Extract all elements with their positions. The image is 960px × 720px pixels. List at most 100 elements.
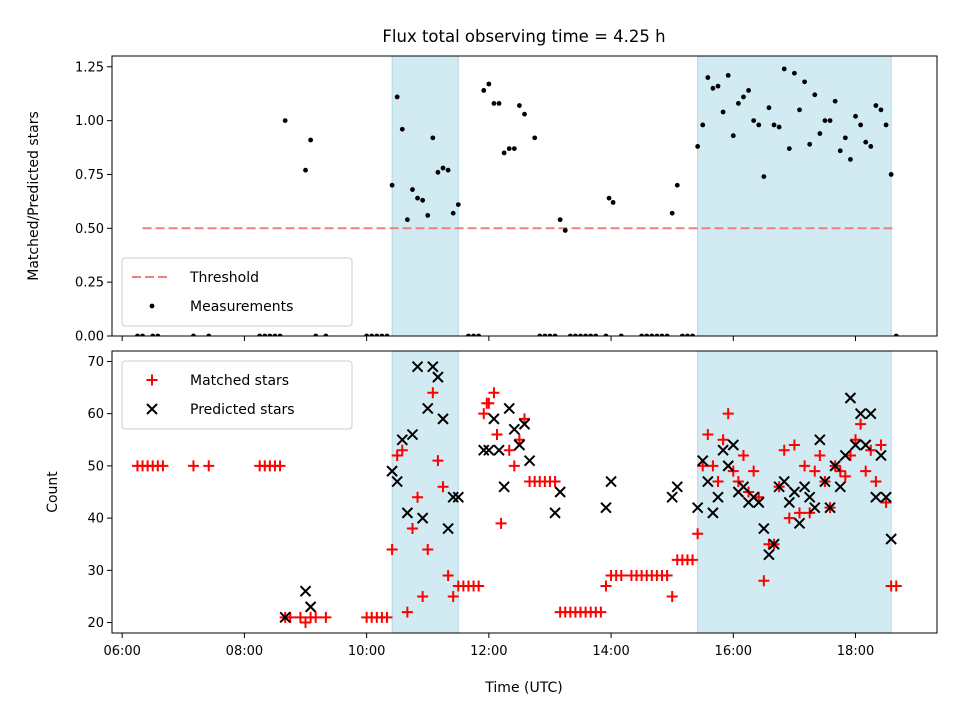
predicted-star-point (854, 407, 867, 420)
matched-star-point (804, 507, 816, 519)
predicted-star-point (513, 439, 526, 451)
measurement-point (282, 118, 288, 124)
measurement-point (797, 107, 802, 113)
measurement-point (893, 333, 899, 336)
predicted-star-point (549, 507, 561, 519)
measurement-point (542, 333, 548, 336)
matched-star-point (488, 387, 500, 399)
legend-label: Threshold (189, 270, 259, 286)
observing-window-1 (391, 350, 459, 634)
measurement-point (399, 126, 405, 132)
measurement-point (883, 122, 889, 128)
x-tick-label: 08:00 (226, 644, 263, 659)
legend-box (121, 360, 353, 430)
matched-star-point (666, 590, 678, 602)
matched-star-point (483, 397, 495, 409)
predicted-star-point (717, 444, 729, 456)
matched-star-point (753, 491, 765, 503)
measurement-point (761, 174, 767, 180)
measurement-point (807, 141, 813, 147)
measurement-point (690, 333, 695, 336)
matched-star-point (478, 408, 490, 420)
matched-star-point (712, 476, 724, 488)
x-tick-label: 14:00 (592, 644, 629, 659)
matched-star-point (600, 580, 612, 592)
measurement-point (440, 165, 446, 171)
matched-star-point (406, 523, 418, 535)
predicted-star-point (396, 434, 408, 446)
measurement-point (669, 210, 675, 216)
matched-star-point (860, 465, 872, 477)
matched-star-point (687, 554, 699, 566)
predicted-star-point (427, 360, 439, 373)
y-tick-label: 40 (87, 512, 104, 527)
matched-star-point (834, 465, 846, 477)
predicted-star-point (814, 434, 826, 446)
predicted-star-point (600, 501, 612, 514)
predicted-star-point (819, 475, 831, 488)
x-tick-label: 06:00 (103, 644, 140, 659)
measurement-point (776, 124, 782, 130)
measurement-point (858, 122, 864, 128)
matched-star-point (519, 413, 530, 425)
y-tick-label: 0.00 (75, 330, 104, 345)
predicted-star-point (798, 481, 811, 493)
measurement-point (471, 333, 476, 336)
y-tick-label: 60 (87, 407, 104, 422)
measurement-point (853, 113, 858, 119)
measurement-point (410, 187, 415, 192)
matched-star-point (310, 611, 322, 623)
matched-star-point (508, 460, 520, 472)
measurement-point (659, 333, 665, 336)
measurement-point (155, 333, 161, 336)
predicted-star-point (803, 491, 816, 503)
y-tick-label: 70 (87, 355, 104, 370)
measurement-point (873, 103, 879, 108)
predicted-star-point (406, 428, 419, 441)
predicted-star-point (488, 413, 500, 425)
measurement-point (674, 182, 680, 188)
measurement-point (832, 98, 838, 104)
predicted-star-point (691, 501, 704, 514)
matched-star-point (274, 460, 286, 472)
measurement-point (430, 135, 436, 141)
predicted-star-point (401, 507, 414, 519)
matched-star-point (427, 387, 439, 399)
x-tick-label: 12:00 (470, 644, 507, 659)
measurement-point (578, 333, 583, 336)
y-tick-label: 0.75 (75, 168, 104, 183)
measurement-point (700, 122, 706, 128)
measurement-point (583, 333, 589, 336)
predicted-star-point (508, 423, 521, 436)
measurement-point (557, 217, 563, 223)
predicted-star-point (452, 491, 465, 503)
predicted-star-point (386, 465, 398, 477)
predicted-star-point (432, 371, 444, 383)
predicted-star-point (783, 496, 796, 509)
predicted-star-point (788, 486, 801, 498)
predicted-star-point (763, 548, 775, 561)
predicted-star-point (844, 392, 857, 404)
measurement-point (705, 75, 711, 80)
predicted-star-point (839, 449, 852, 462)
matched-star-point (778, 444, 790, 456)
y-tick-label: 50 (87, 459, 104, 474)
predicted-star-point (722, 460, 734, 472)
measurement-point (379, 333, 385, 336)
measurement-point (573, 333, 578, 336)
matched-star-point (300, 617, 312, 629)
y-tick-label: 1.00 (75, 114, 104, 129)
predicted-star-point (605, 475, 617, 488)
measurement-point (771, 122, 777, 128)
x-axis-label: Time (UTC) (484, 680, 562, 696)
matched-star-point (203, 460, 215, 472)
matched-star-point (495, 517, 507, 529)
measurement-point (868, 144, 874, 149)
measurement-point (303, 167, 308, 173)
predicted-star-point (304, 601, 317, 613)
observing-window-2 (697, 55, 892, 337)
measurement-point (725, 72, 731, 78)
matched-star-point (437, 481, 449, 493)
matched-star-point (865, 444, 877, 456)
